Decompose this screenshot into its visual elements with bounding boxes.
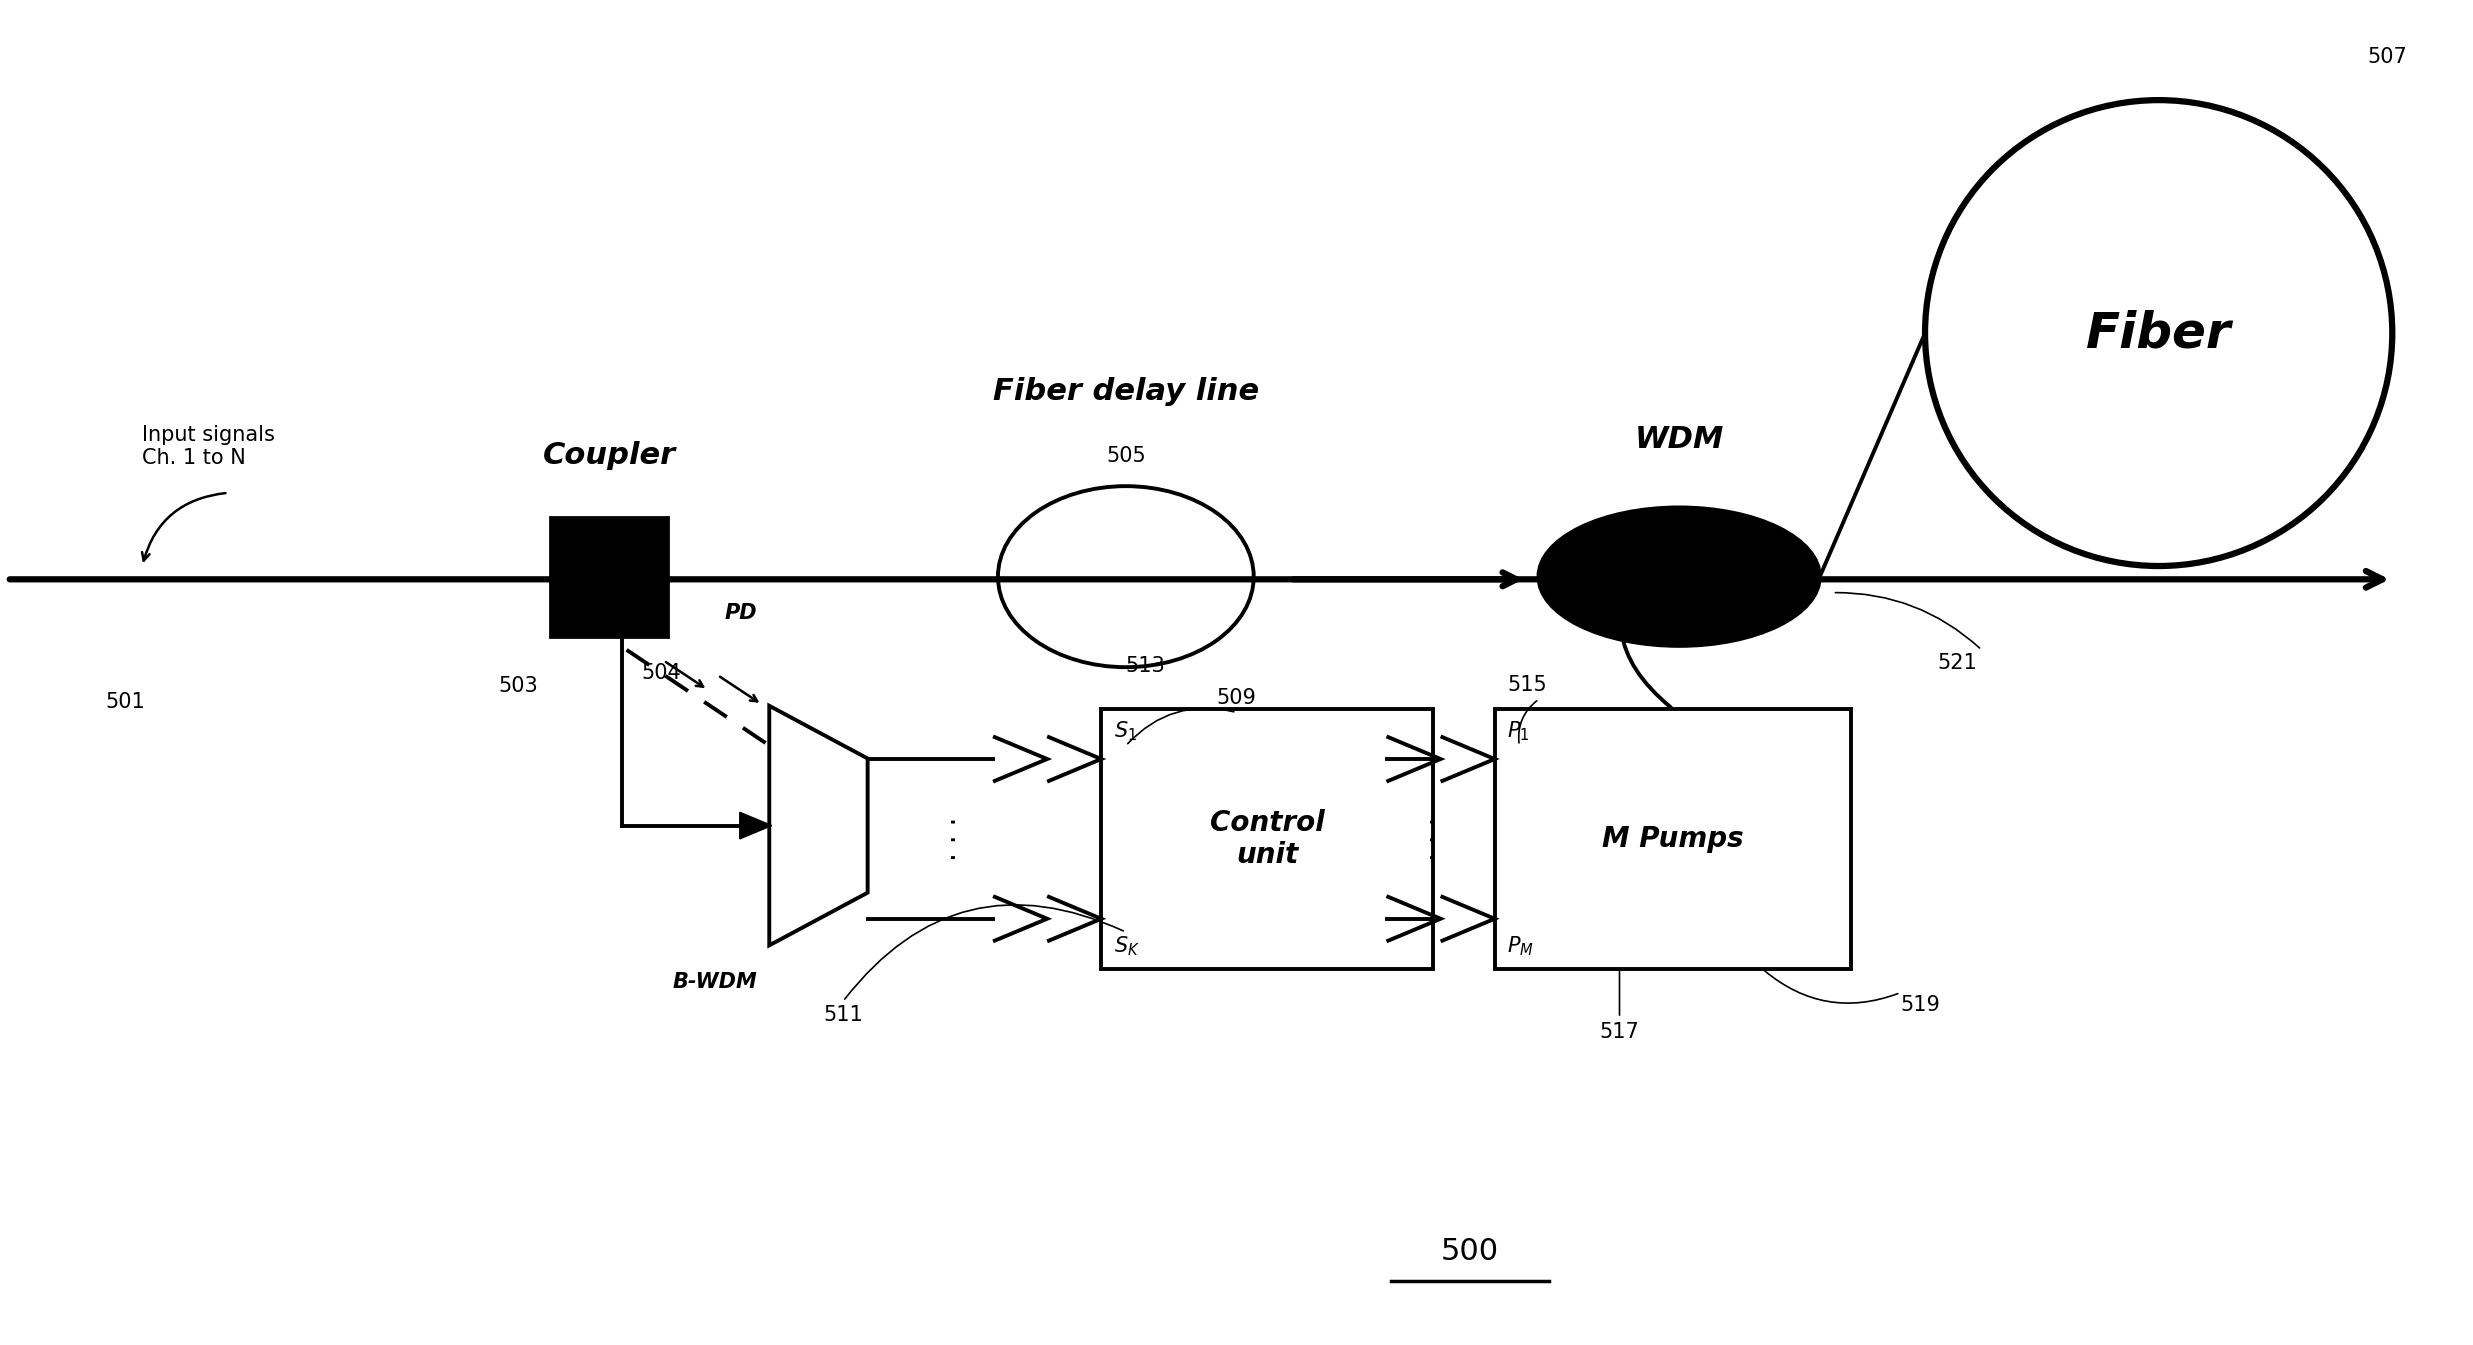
Text: 513: 513 — [1125, 656, 1165, 675]
Text: 507: 507 — [2367, 47, 2406, 67]
Text: $P_M$: $P_M$ — [1506, 935, 1533, 959]
Ellipse shape — [999, 486, 1254, 667]
Text: M Pumps: M Pumps — [1603, 824, 1743, 853]
Text: B-WDM: B-WDM — [673, 972, 757, 993]
Ellipse shape — [1924, 100, 2391, 566]
Text: Control
unit: Control unit — [1209, 808, 1326, 869]
Polygon shape — [769, 706, 868, 946]
Text: 511: 511 — [824, 1005, 863, 1025]
Polygon shape — [739, 812, 772, 839]
Text: Fiber delay line: Fiber delay line — [992, 378, 1259, 406]
Text: $P_1$: $P_1$ — [1506, 720, 1528, 742]
Text: 500: 500 — [1442, 1237, 1499, 1266]
Text: 505: 505 — [1105, 447, 1145, 467]
Text: WDM: WDM — [1635, 425, 1724, 455]
Text: 521: 521 — [1936, 652, 1976, 672]
Text: 503: 503 — [500, 677, 539, 697]
Text: 515: 515 — [1506, 675, 1546, 695]
FancyBboxPatch shape — [1100, 709, 1434, 968]
Text: Coupler: Coupler — [544, 441, 675, 471]
Text: . . .: . . . — [932, 816, 962, 861]
Text: 519: 519 — [1899, 995, 1941, 1015]
FancyBboxPatch shape — [551, 516, 668, 636]
Text: 504: 504 — [641, 663, 680, 683]
Text: 509: 509 — [1217, 689, 1256, 709]
Text: Input signals
Ch. 1 to N: Input signals Ch. 1 to N — [141, 425, 275, 468]
Text: $S_K$: $S_K$ — [1113, 935, 1140, 959]
FancyBboxPatch shape — [1494, 709, 1852, 968]
Ellipse shape — [1538, 507, 1820, 646]
Text: 501: 501 — [106, 693, 146, 713]
Text: . . .: . . . — [1412, 816, 1442, 861]
Text: Fiber: Fiber — [2085, 309, 2231, 356]
Text: $S_1$: $S_1$ — [1113, 720, 1138, 742]
Text: PD: PD — [725, 604, 757, 623]
FancyArrowPatch shape — [1620, 547, 1672, 707]
Text: 517: 517 — [1600, 1022, 1640, 1042]
